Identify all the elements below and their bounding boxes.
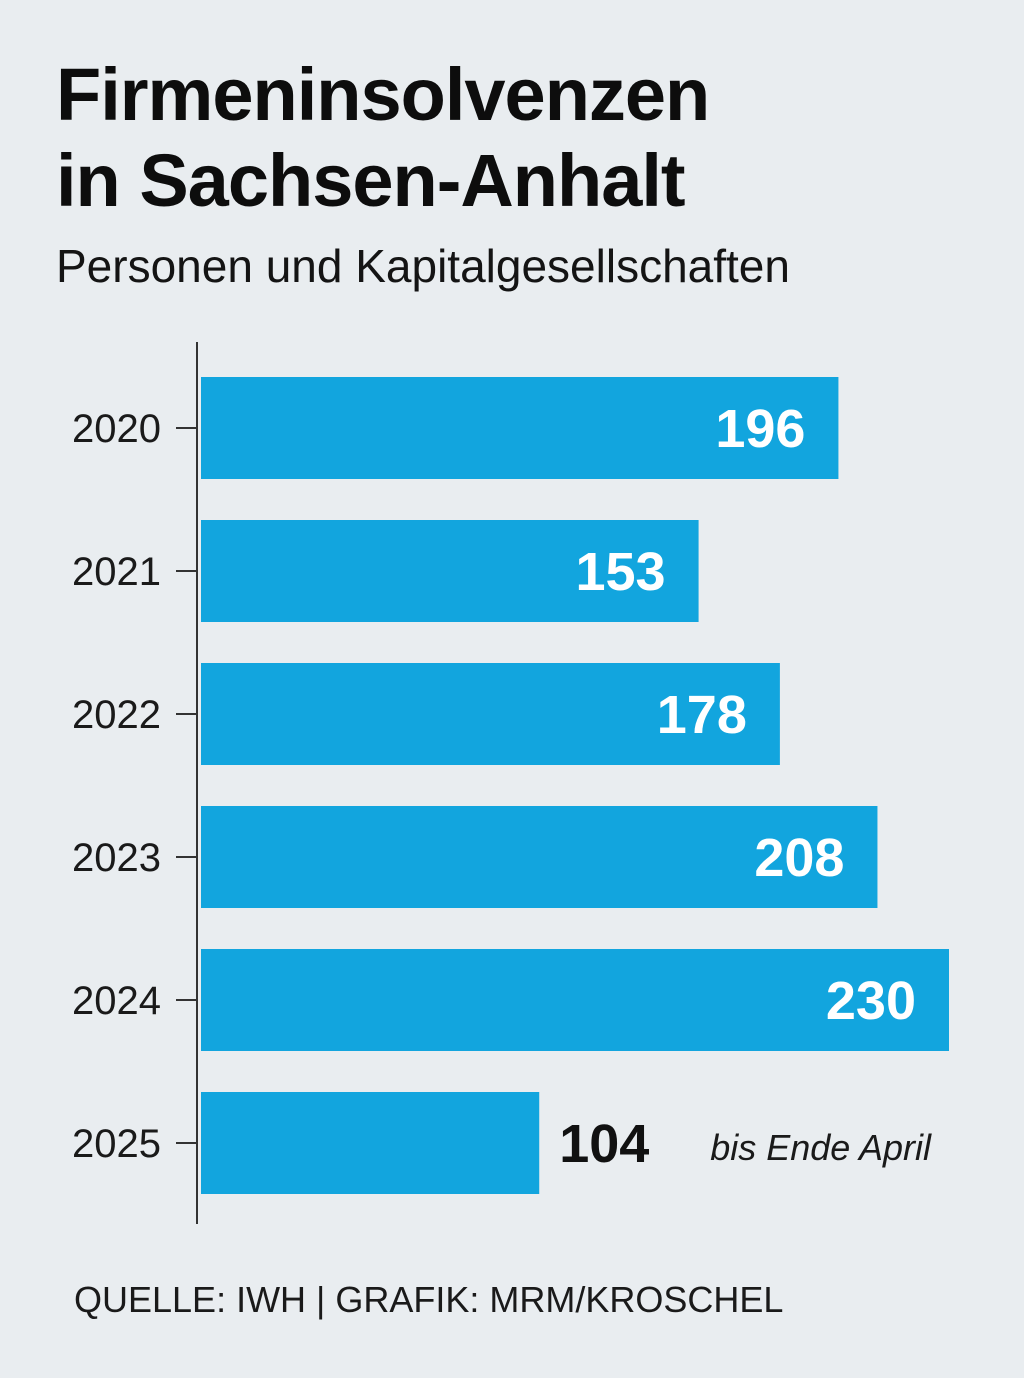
data-label-2020: 196 xyxy=(715,399,805,459)
bar-2022 xyxy=(201,663,780,765)
y-tick-label: 2020 xyxy=(72,407,161,451)
annotation-2025: bis Ende April xyxy=(710,1127,932,1168)
data-label-2021: 153 xyxy=(575,542,665,602)
bar-2023 xyxy=(201,806,878,908)
chart-title: Firmeninsolvenzen in Sachsen-Anhalt xyxy=(56,52,996,224)
chart-title-line-2: in Sachsen-Anhalt xyxy=(56,139,686,222)
y-tick-label: 2025 xyxy=(72,1122,161,1166)
y-tick-label: 2022 xyxy=(72,693,161,737)
data-label-2023: 208 xyxy=(754,828,844,888)
source-credit: QUELLE: IWH | GRAFIK: MRM/KROSCHEL xyxy=(74,1279,784,1320)
bar-2025 xyxy=(201,1092,540,1194)
data-label-2025: 104 xyxy=(559,1114,649,1174)
bar-2021 xyxy=(201,520,699,622)
data-label-2022: 178 xyxy=(657,685,747,745)
bar-2020 xyxy=(201,377,839,479)
chart-subtitle: Personen und Kapitalgesellschaften xyxy=(56,240,790,292)
bar-chart: 2020 196 2021 153 2022 178 2023 208 2024 230 2025 1… xyxy=(72,342,949,1224)
y-tick-label: 2024 xyxy=(72,979,161,1023)
bar-2024 xyxy=(201,949,949,1051)
chart-title-line-1: Firmeninsolvenzen xyxy=(56,53,710,136)
y-tick-label: 2021 xyxy=(72,550,161,594)
y-tick-label: 2023 xyxy=(72,836,161,880)
data-label-2024: 230 xyxy=(826,971,916,1031)
